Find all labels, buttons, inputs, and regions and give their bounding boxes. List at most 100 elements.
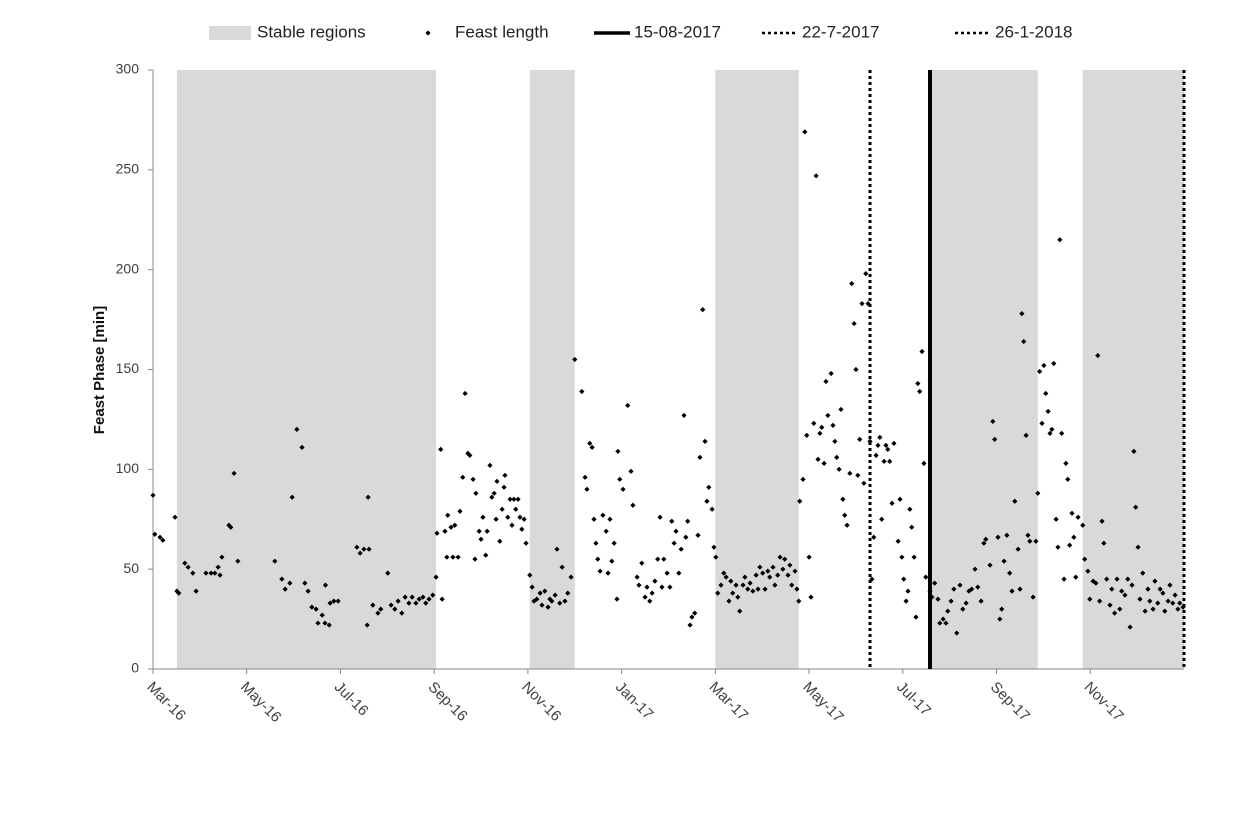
data-point: [804, 432, 810, 438]
data-point: [483, 552, 489, 558]
data-point: [796, 598, 802, 604]
data-point: [760, 570, 766, 576]
data-point: [617, 476, 623, 482]
x-tick-label: Sep-16: [425, 679, 471, 725]
data-point: [671, 540, 677, 546]
data-point: [549, 598, 555, 604]
data-point: [509, 522, 515, 528]
data-point: [215, 564, 221, 570]
legend-swatch: [209, 26, 251, 40]
data-point: [919, 348, 925, 355]
data-point: [715, 590, 721, 596]
data-point: [981, 540, 987, 546]
data-point: [484, 528, 490, 534]
data-point: [521, 516, 527, 522]
data-point: [1004, 532, 1010, 538]
data-point: [597, 568, 603, 574]
data-point: [847, 470, 853, 476]
data-point: [1152, 578, 1158, 584]
data-point: [231, 470, 237, 476]
data-point: [235, 558, 241, 564]
data-point: [828, 370, 834, 377]
data-point: [676, 570, 682, 576]
data-point: [895, 538, 901, 544]
data-point: [172, 514, 178, 520]
data-point: [219, 554, 225, 560]
data-point: [855, 472, 861, 478]
data-point: [1097, 598, 1103, 604]
data-point: [1099, 518, 1105, 524]
data-point: [282, 586, 288, 592]
data-point: [322, 620, 328, 626]
data-point: [438, 446, 444, 452]
data-point: [940, 616, 946, 622]
data-point: [879, 516, 885, 522]
data-point: [467, 452, 473, 458]
data-point: [426, 596, 432, 602]
data-point: [309, 604, 315, 610]
data-point: [287, 580, 293, 586]
data-point: [289, 494, 295, 500]
data-point: [150, 492, 156, 498]
data-point: [915, 380, 921, 387]
data-point: [1053, 516, 1059, 522]
stable-region: [529, 70, 575, 669]
data-point: [1125, 576, 1131, 582]
data-point: [501, 484, 507, 490]
y-tick-label: 200: [116, 260, 140, 276]
data-point: [687, 622, 693, 628]
data-point: [844, 522, 850, 528]
data-point: [357, 550, 363, 556]
data-point: [1071, 534, 1077, 540]
data-point: [932, 580, 938, 586]
data-point: [1025, 532, 1031, 538]
data-point: [406, 600, 412, 606]
data-point: [226, 522, 232, 528]
data-point: [593, 540, 599, 546]
data-point: [568, 574, 574, 580]
data-point: [883, 442, 889, 448]
data-point: [851, 320, 857, 327]
data-point: [366, 546, 372, 552]
data-point: [999, 606, 1005, 612]
data-point: [909, 524, 915, 530]
data-point: [203, 570, 209, 576]
data-point: [472, 556, 478, 562]
data-point: [661, 556, 667, 562]
data-point: [402, 594, 408, 600]
data-point: [607, 516, 613, 522]
x-tick-label: Mar-16: [143, 679, 189, 725]
data-point: [572, 356, 578, 363]
data-point: [899, 554, 905, 560]
data-point: [1155, 600, 1161, 606]
data-point: [1049, 426, 1055, 432]
data-point: [634, 574, 640, 580]
data-point: [873, 452, 879, 458]
data-point: [1030, 594, 1036, 600]
y-tick-label: 50: [123, 560, 139, 576]
data-point: [1127, 624, 1133, 630]
data-point: [313, 606, 319, 612]
data-point: [299, 444, 305, 450]
data-point: [917, 388, 923, 395]
data-point: [1085, 568, 1091, 574]
data-point: [462, 390, 468, 397]
legend-label: 26-1-2018: [995, 22, 1073, 41]
data-point: [901, 576, 907, 582]
data-point: [697, 454, 703, 460]
data-point: [797, 498, 803, 504]
data-point: [460, 474, 466, 480]
data-point: [891, 440, 897, 446]
data-point: [842, 512, 848, 518]
data-point: [480, 514, 486, 520]
data-point: [272, 558, 278, 564]
data-point: [1033, 538, 1039, 544]
data-point: [439, 596, 445, 602]
data-point: [987, 562, 993, 568]
data-point: [1075, 514, 1081, 520]
data-point: [176, 590, 182, 596]
data-point: [1162, 608, 1168, 614]
data-point: [392, 606, 398, 612]
data-point: [513, 506, 519, 512]
data-point: [765, 568, 771, 574]
